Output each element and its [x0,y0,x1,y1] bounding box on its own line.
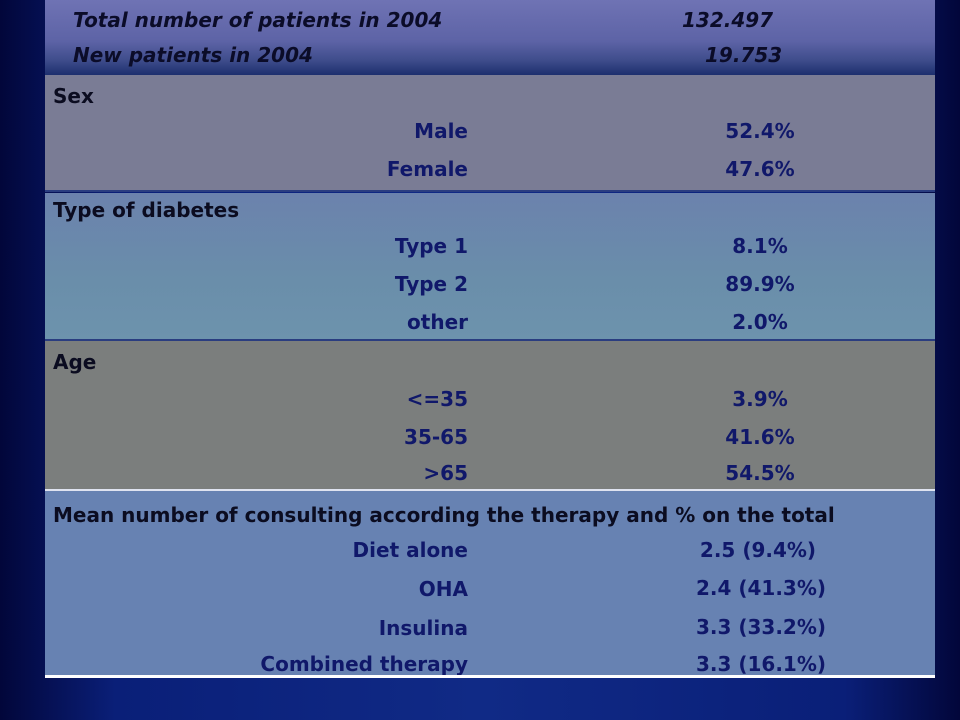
sex-row-label: Female [386,157,468,181]
therapy-title: Mean number of consulting according the … [53,503,835,527]
new-patients-value: 19.753 [705,43,783,67]
therapy-row-label: Diet alone [352,538,468,562]
age-row-value: 3.9% [732,387,788,411]
section-divider [45,190,935,192]
therapy-row-label: Combined therapy [260,652,468,676]
diabetes-type-row-value: 2.0% [732,310,788,334]
therapy-row-value: 2.5 (9.4%) [699,538,817,562]
table-bottom-rule [45,675,935,678]
age-section [45,341,935,489]
therapy-row-value: 3.3 (16.1%) [695,652,827,676]
age-row-value: 54.5% [725,461,795,485]
diabetes-type-row-label: Type 1 [394,234,468,258]
diabetes-type-title: Type of diabetes [53,198,240,222]
age-row-label: <=35 [406,387,468,411]
therapy-row-value: 2.4 (41.3%) [695,576,827,600]
sex-row-label: Male [414,119,468,143]
diabetes-type-row-value: 89.9% [725,272,795,296]
summary-header [45,0,935,75]
section-divider [45,489,935,491]
age-title: Age [53,350,97,374]
therapy-section [45,491,935,676]
sex-section [45,75,935,190]
total-patients-label: Total number of patients in 2004 [73,8,443,32]
total-patients-value: 132.497 [682,8,774,32]
diabetes-type-row-label: other [407,310,468,334]
age-row-label: >65 [423,461,468,485]
diabetes-type-row-value: 8.1% [732,234,788,258]
age-row-label: 35-65 [404,425,468,449]
therapy-row-value: 3.3 (33.2%) [695,615,827,639]
section-divider [45,339,935,341]
sex-row-value: 47.6% [725,157,795,181]
therapy-row-label: Insulina [378,616,468,640]
therapy-row-label: OHA [418,577,468,601]
diabetes-type-row-label: Type 2 [394,272,468,296]
diabetes-type-section [45,193,935,339]
sex-title: Sex [53,84,94,108]
new-patients-label: New patients in 2004 [73,43,313,67]
age-row-value: 41.6% [725,425,795,449]
sex-row-value: 52.4% [725,119,795,143]
